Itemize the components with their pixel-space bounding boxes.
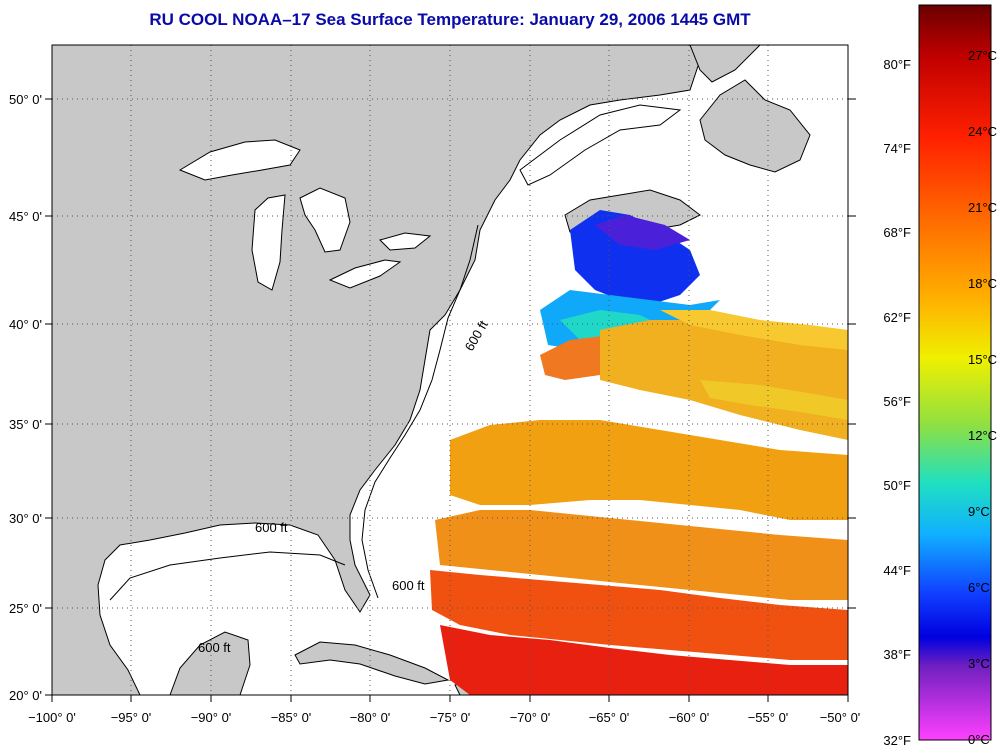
st-lawrence bbox=[519, 104, 682, 186]
lake-superior bbox=[178, 139, 301, 181]
fahrenheit-label: 32°F bbox=[883, 733, 911, 748]
lon-labels: −100° 0' −95° 0' −90° 0' −85° 0' −80° 0'… bbox=[28, 710, 860, 725]
land-north-america bbox=[52, 45, 701, 695]
lake-huron bbox=[299, 187, 351, 253]
lon-label: −75° 0' bbox=[430, 710, 471, 725]
fahrenheit-label: 38°F bbox=[883, 647, 911, 662]
lat-label: 45° 0' bbox=[9, 209, 42, 224]
celsius-label: 6°C bbox=[968, 580, 990, 595]
colorbar-fahrenheit: 80°F 74°F 68°F 62°F 56°F 50°F 44°F 38°F … bbox=[883, 57, 911, 748]
colorbar-celsius: 27°C 24°C 21°C 18°C 15°C 12°C 9°C 6°C 3°… bbox=[968, 48, 997, 747]
lon-label: −70° 0' bbox=[510, 710, 551, 725]
colorbar bbox=[918, 4, 992, 741]
depth-contour-gulf bbox=[109, 551, 346, 601]
fahrenheit-label: 50°F bbox=[883, 478, 911, 493]
lon-label: −95° 0' bbox=[111, 710, 152, 725]
celsius-label: 21°C bbox=[968, 200, 997, 215]
lon-label: −100° 0' bbox=[28, 710, 76, 725]
lon-label: −80° 0' bbox=[350, 710, 391, 725]
celsius-label: 18°C bbox=[968, 276, 997, 291]
celsius-label: 12°C bbox=[968, 428, 997, 443]
lat-label: 35° 0' bbox=[9, 417, 42, 432]
lat-label: 25° 0' bbox=[9, 601, 42, 616]
celsius-label: 27°C bbox=[968, 48, 997, 63]
land-cuba bbox=[294, 641, 450, 685]
celsius-label: 3°C bbox=[968, 656, 990, 671]
celsius-label: 9°C bbox=[968, 504, 990, 519]
celsius-label: 15°C bbox=[968, 352, 997, 367]
lon-label: −65° 0' bbox=[589, 710, 630, 725]
lon-label: −85° 0' bbox=[271, 710, 312, 725]
contour-label: 600 ft bbox=[198, 640, 231, 655]
lat-label: 40° 0' bbox=[9, 317, 42, 332]
lon-label: −60° 0' bbox=[669, 710, 710, 725]
fahrenheit-label: 80°F bbox=[883, 57, 911, 72]
map-title: RU COOL NOAA–17 Sea Surface Temperature:… bbox=[149, 10, 751, 29]
land-yucatan bbox=[169, 631, 251, 695]
depth-contour-600ft bbox=[361, 224, 479, 599]
fahrenheit-label: 56°F bbox=[883, 394, 911, 409]
land-labrador bbox=[689, 45, 761, 83]
lake-ontario bbox=[379, 232, 432, 251]
celsius-label: 0°C bbox=[968, 732, 990, 747]
lon-label: −50° 0' bbox=[820, 710, 861, 725]
lake-erie bbox=[328, 259, 402, 289]
lat-label: 50° 0' bbox=[9, 92, 42, 107]
lake-michigan bbox=[251, 194, 286, 291]
lat-labels: 50° 0' 45° 0' 40° 0' 35° 0' 30° 0' 25° 0… bbox=[9, 92, 42, 703]
lon-label: −55° 0' bbox=[748, 710, 789, 725]
contour-label: 600 ft bbox=[392, 578, 425, 593]
sst-data bbox=[430, 210, 848, 695]
fahrenheit-label: 44°F bbox=[883, 563, 911, 578]
graticule bbox=[52, 45, 848, 695]
lon-label: −90° 0' bbox=[191, 710, 232, 725]
lat-label: 30° 0' bbox=[9, 511, 42, 526]
lat-label: 20° 0' bbox=[9, 688, 42, 703]
fahrenheit-label: 68°F bbox=[883, 225, 911, 240]
axis-ticks bbox=[45, 98, 856, 702]
celsius-label: 24°C bbox=[968, 124, 997, 139]
fahrenheit-label: 62°F bbox=[883, 310, 911, 325]
land-newfoundland bbox=[699, 79, 811, 173]
fahrenheit-label: 74°F bbox=[883, 141, 911, 156]
contour-label: 600 ft bbox=[255, 520, 288, 535]
